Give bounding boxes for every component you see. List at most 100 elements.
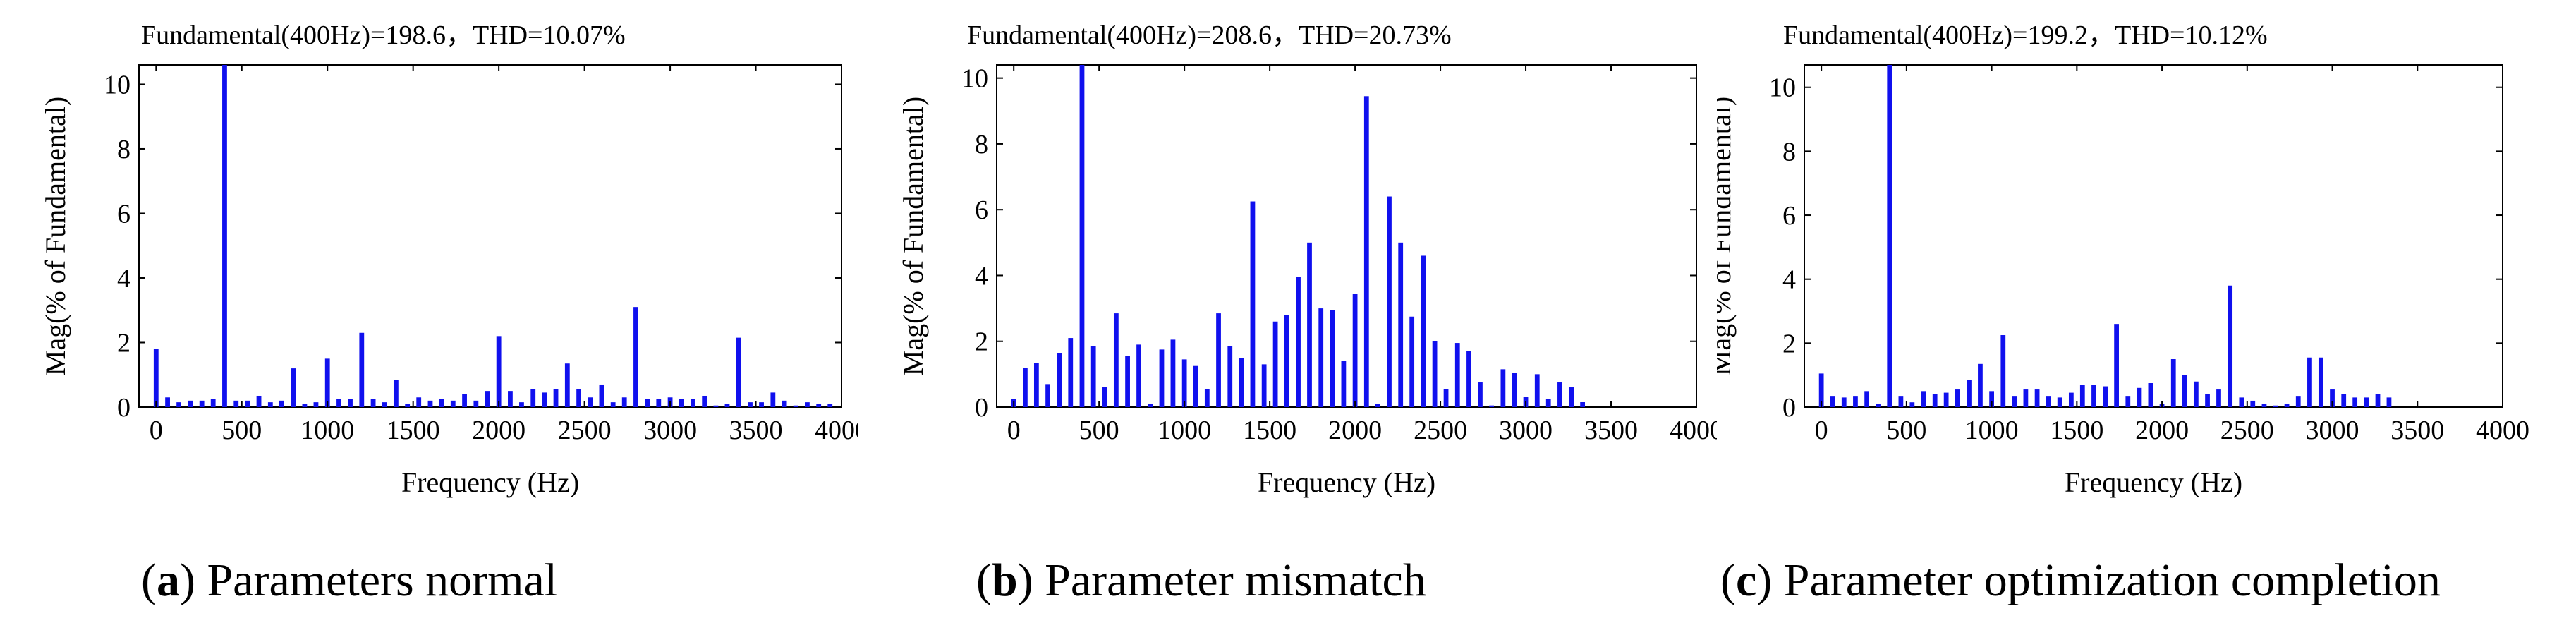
bar xyxy=(336,399,341,407)
x-axis-label: Frequency (Hz) xyxy=(2065,466,2242,498)
x-tick-label: 3000 xyxy=(2306,416,2359,445)
panel-caption: (c) Parameter optimization completion xyxy=(1720,554,2441,607)
bar xyxy=(679,399,684,407)
bar xyxy=(599,384,604,407)
bar xyxy=(1261,364,1267,407)
panel-caption: (a) Parameters normal xyxy=(141,554,557,607)
y-tick-label: 2 xyxy=(117,328,130,358)
x-tick-label: 0 xyxy=(150,416,163,445)
bar xyxy=(1023,368,1028,407)
bar xyxy=(1853,396,1858,407)
bar xyxy=(2228,285,2233,407)
bar xyxy=(1580,402,1586,407)
x-tick-label: 2000 xyxy=(1328,416,1382,445)
bar xyxy=(1102,387,1107,407)
caption-text: ) Parameter mismatch xyxy=(1017,555,1426,606)
bar xyxy=(462,394,467,407)
bar xyxy=(610,402,616,407)
x-tick-label: 0 xyxy=(1815,416,1828,445)
bar xyxy=(199,400,205,407)
caption-letter: a xyxy=(156,555,180,606)
caption-open-paren: ( xyxy=(1720,555,1736,606)
bar xyxy=(2295,396,2301,407)
bar xyxy=(2057,397,2062,407)
bar xyxy=(1113,313,1119,407)
bar xyxy=(359,332,365,407)
bar xyxy=(2170,359,2176,407)
chart-panel-b: 0 500 1000 1500 2000 2500 3000 3500 4000 0 2 4 6 8 10 F… xyxy=(858,0,1717,635)
bar xyxy=(1512,373,1517,407)
x-tick-label: 1500 xyxy=(2050,416,2103,445)
bar xyxy=(782,400,787,407)
y-tick-label: 2 xyxy=(975,327,988,357)
bar xyxy=(1932,394,1938,407)
bar xyxy=(805,402,810,407)
bar xyxy=(1181,359,1187,407)
caption-text: ) Parameters normal xyxy=(179,555,558,606)
y-tick-label: 4 xyxy=(1782,265,1796,295)
bar xyxy=(302,404,308,407)
x-tick-label: 2500 xyxy=(2220,416,2274,445)
bar xyxy=(2375,394,2381,407)
x-tick-label: 2000 xyxy=(472,416,525,445)
bar xyxy=(1978,363,1983,407)
y-axis-label: Mag(% of Fundamental) xyxy=(897,97,929,375)
bar xyxy=(1921,391,1926,407)
bar xyxy=(656,399,662,407)
bar xyxy=(1090,346,1096,407)
y-axis-label: Mag(% of Fundamental) xyxy=(1717,97,1737,375)
bar xyxy=(2148,383,2153,407)
bar xyxy=(2341,394,2347,407)
bar xyxy=(2273,405,2278,407)
bar xyxy=(1341,361,1347,407)
bar xyxy=(2046,396,2051,407)
x-tick-label: 0 xyxy=(1007,416,1021,445)
bar xyxy=(473,400,479,407)
bar xyxy=(496,336,502,407)
bar xyxy=(450,400,456,407)
bar xyxy=(1489,405,1495,407)
bar xyxy=(2386,397,2392,407)
bar xyxy=(1569,387,1574,407)
bar xyxy=(1216,313,1221,407)
y-tick-label: 0 xyxy=(1782,393,1796,423)
caption-letter: c xyxy=(1735,555,1757,606)
y-tick-label: 10 xyxy=(104,70,130,99)
y-tick-label: 0 xyxy=(975,393,988,423)
y-tick-label: 6 xyxy=(1782,201,1796,231)
bar xyxy=(256,395,262,407)
bar xyxy=(621,397,627,407)
bar xyxy=(188,400,193,407)
bar xyxy=(2261,404,2267,407)
bar xyxy=(519,402,524,407)
bar xyxy=(2012,396,2017,407)
bar xyxy=(2250,400,2256,407)
x-tick-label: 2000 xyxy=(2135,416,2189,445)
bar xyxy=(1193,365,1198,407)
bar xyxy=(1148,404,1153,407)
bar xyxy=(1375,404,1380,407)
bar xyxy=(770,392,776,407)
bar xyxy=(1045,384,1050,407)
y-tick-label: 4 xyxy=(975,261,988,291)
bar xyxy=(542,392,547,407)
bar xyxy=(816,404,822,407)
x-tick-label: 4000 xyxy=(1670,416,1717,445)
bar xyxy=(393,380,399,407)
bar xyxy=(1887,65,1892,407)
y-tick-label: 8 xyxy=(117,135,130,164)
bar xyxy=(370,399,376,407)
bar xyxy=(1057,353,1062,407)
bar xyxy=(1432,341,1438,407)
x-tick-label: 3500 xyxy=(1584,416,1638,445)
x-tick-label: 3500 xyxy=(2390,416,2444,445)
bar xyxy=(1557,382,1562,407)
bar xyxy=(2284,404,2290,407)
bar xyxy=(2068,392,2074,407)
x-axis-label: Frequency (Hz) xyxy=(401,466,579,498)
bar xyxy=(1534,374,1540,407)
bar xyxy=(1830,396,1835,407)
bar xyxy=(724,404,730,407)
bar xyxy=(267,402,273,407)
x-tick-label: 1000 xyxy=(300,416,354,445)
